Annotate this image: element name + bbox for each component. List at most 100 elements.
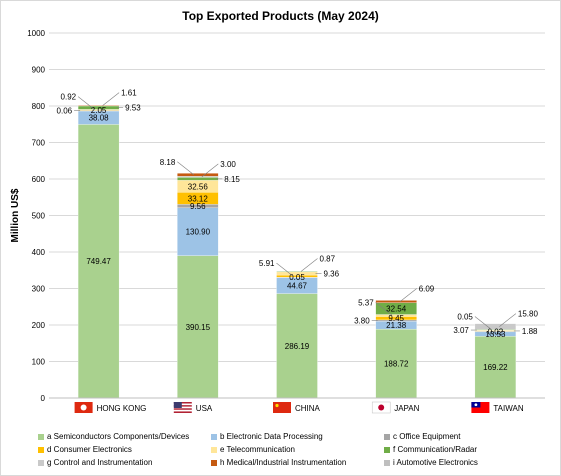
- y-tick-label: 900: [32, 66, 46, 75]
- bar-segment: [77, 105, 120, 107]
- data-label-leader: [177, 161, 194, 176]
- taiwan-flag-icon: [471, 402, 490, 413]
- data-label-leader: [400, 288, 417, 302]
- data-label: 3.00: [220, 160, 236, 169]
- usa-flag-icon: [173, 402, 192, 413]
- data-label: 0.05: [457, 312, 473, 321]
- bar-segment: [77, 124, 120, 399]
- data-label: 1.61: [121, 89, 137, 98]
- china-flag-icon: [273, 402, 291, 413]
- y-tick-label: 600: [32, 175, 46, 184]
- y-tick-label: 0: [41, 394, 46, 403]
- data-label-leader: [77, 96, 95, 110]
- data-label: 44.67: [287, 281, 308, 290]
- legend-swatch: [211, 459, 217, 466]
- data-label: 390.15: [186, 323, 211, 332]
- bar-segment: [276, 271, 318, 273]
- data-label-leader: [201, 163, 219, 178]
- data-label: 0.92: [61, 93, 77, 102]
- bar-segment: [177, 255, 219, 399]
- y-tick-label: 500: [32, 212, 46, 221]
- bar-segment: [375, 328, 417, 399]
- bar-segment: [177, 176, 219, 178]
- legend-label: f Communication/Radar: [393, 445, 478, 454]
- x-tick-label: USA: [196, 404, 213, 413]
- data-label-leader: [499, 313, 517, 327]
- data-label: 130.90: [186, 228, 211, 237]
- data-label: 33.12: [188, 194, 209, 203]
- bar-segment: [474, 336, 517, 399]
- data-label-leader: [102, 92, 120, 106]
- data-label-leader: [474, 316, 492, 330]
- data-label-leader: [375, 302, 393, 316]
- x-tick-label: TAIWAN: [493, 404, 523, 413]
- x-tick-label: JAPAN: [394, 404, 419, 413]
- legend-label: c Office Equipment: [393, 432, 461, 441]
- data-label: 15.80: [518, 310, 539, 319]
- data-label: 6.09: [419, 285, 435, 294]
- legend-item: a Semiconductors Components/Devices: [38, 432, 189, 441]
- data-label: 0.06: [57, 107, 73, 116]
- legend-item: e Telecommunication: [211, 445, 295, 454]
- x-tick-label: CHINA: [295, 404, 321, 413]
- legend-item: d Consumer Electronics: [38, 445, 132, 454]
- legend-item: g Control and Instrumentation: [38, 458, 152, 467]
- legend-swatch: [38, 459, 44, 466]
- y-tick-label: 800: [32, 102, 46, 111]
- bar-segment: [177, 207, 219, 256]
- data-label: 749.47: [86, 257, 111, 266]
- data-label-leader: [276, 262, 294, 277]
- legend-label: b Electronic Data Processing: [220, 432, 323, 441]
- data-label: 32.54: [386, 305, 407, 314]
- legend-label: d Consumer Electronics: [47, 445, 132, 454]
- y-tick-label: 400: [32, 248, 46, 257]
- chart-title: Top Exported Products (May 2024): [182, 9, 379, 23]
- x-tick-label: HONG KONG: [97, 404, 147, 413]
- data-label: 38.08: [89, 113, 110, 122]
- legend-item: f Communication/Radar: [384, 445, 477, 454]
- data-label: 1.88: [522, 327, 538, 336]
- data-label: 0.05: [289, 273, 305, 282]
- legend-swatch: [38, 433, 44, 440]
- legend-label: a Semiconductors Components/Devices: [47, 432, 190, 441]
- y-tick-label: 200: [32, 321, 46, 330]
- y-axis-title: Million US$: [10, 188, 21, 242]
- data-label: 8.15: [224, 175, 240, 184]
- legend-swatch: [384, 446, 390, 453]
- data-label-leader: [300, 258, 318, 272]
- legend-item: c Office Equipment: [384, 432, 460, 441]
- data-label: 0.02: [488, 327, 504, 336]
- y-tick-label: 300: [32, 285, 46, 294]
- legend-swatch: [38, 446, 44, 453]
- hong-kong-flag-icon: [74, 402, 93, 413]
- legend-label: g Control and Instrumentation: [47, 458, 153, 467]
- data-label: 9.56: [190, 202, 206, 211]
- y-tick-label: 100: [32, 358, 46, 367]
- data-label: 286.19: [285, 342, 310, 351]
- legend-item: b Electronic Data Processing: [211, 432, 323, 441]
- legend-label: i Automotive Electronics: [393, 458, 478, 467]
- data-label: 9.45: [388, 314, 404, 323]
- legend-item: h Medical/Industrial Instrumentation: [211, 458, 346, 467]
- data-label: 5.91: [259, 259, 275, 268]
- bar-segment: [276, 293, 318, 399]
- legend-item: i Automotive Electronics: [384, 458, 478, 467]
- legend-swatch: [211, 433, 217, 440]
- legend-swatch: [384, 459, 390, 466]
- data-label: 0.87: [320, 254, 336, 263]
- data-label: 13.53: [485, 330, 506, 339]
- data-label: 21.38: [386, 321, 407, 330]
- bar-segment: [177, 177, 219, 181]
- y-tick-label: 700: [32, 139, 46, 148]
- data-label: 9.36: [324, 269, 340, 278]
- y-tick-label: 1000: [27, 29, 45, 38]
- bar-segment: [474, 323, 517, 330]
- data-label: 169.22: [483, 363, 508, 372]
- data-label: 8.18: [160, 158, 176, 167]
- data-label: 188.72: [384, 360, 409, 369]
- legend-swatch: [211, 446, 217, 453]
- japan-flag-icon: [371, 401, 391, 414]
- legend-swatch: [384, 433, 390, 440]
- data-label: 3.07: [453, 326, 469, 335]
